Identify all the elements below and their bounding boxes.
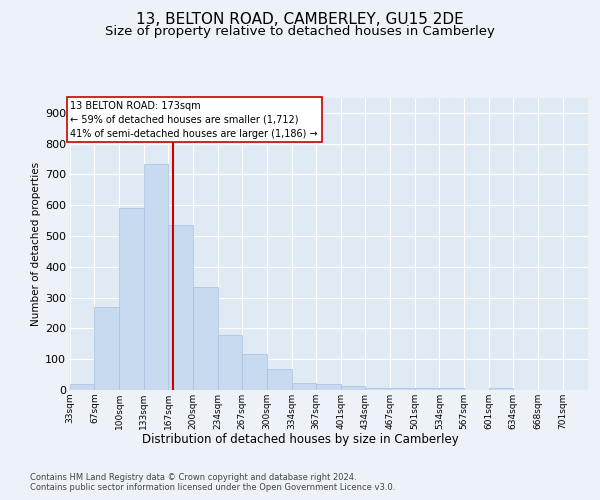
Bar <box>143 164 169 390</box>
Bar <box>94 307 119 390</box>
Bar <box>316 384 341 390</box>
Bar <box>439 388 464 390</box>
Bar <box>169 226 193 390</box>
Bar <box>119 208 143 390</box>
Text: Distribution of detached houses by size in Camberley: Distribution of detached houses by size … <box>142 432 458 446</box>
Text: Contains HM Land Registry data © Crown copyright and database right 2024.: Contains HM Land Registry data © Crown c… <box>30 472 356 482</box>
Bar <box>70 384 94 390</box>
Text: Size of property relative to detached houses in Camberley: Size of property relative to detached ho… <box>105 25 495 38</box>
Bar <box>292 383 316 390</box>
Text: 13 BELTON ROAD: 173sqm
← 59% of detached houses are smaller (1,712)
41% of semi-: 13 BELTON ROAD: 173sqm ← 59% of detached… <box>70 100 318 138</box>
Bar <box>193 287 218 390</box>
Bar <box>242 354 267 390</box>
Text: 13, BELTON ROAD, CAMBERLEY, GU15 2DE: 13, BELTON ROAD, CAMBERLEY, GU15 2DE <box>136 12 464 28</box>
Bar <box>365 388 390 390</box>
Bar <box>488 388 514 390</box>
Bar <box>267 369 292 390</box>
Bar <box>341 386 365 390</box>
Bar <box>415 388 439 390</box>
Bar <box>218 335 242 390</box>
Text: Contains public sector information licensed under the Open Government Licence v3: Contains public sector information licen… <box>30 484 395 492</box>
Y-axis label: Number of detached properties: Number of detached properties <box>31 162 41 326</box>
Bar <box>390 388 415 390</box>
